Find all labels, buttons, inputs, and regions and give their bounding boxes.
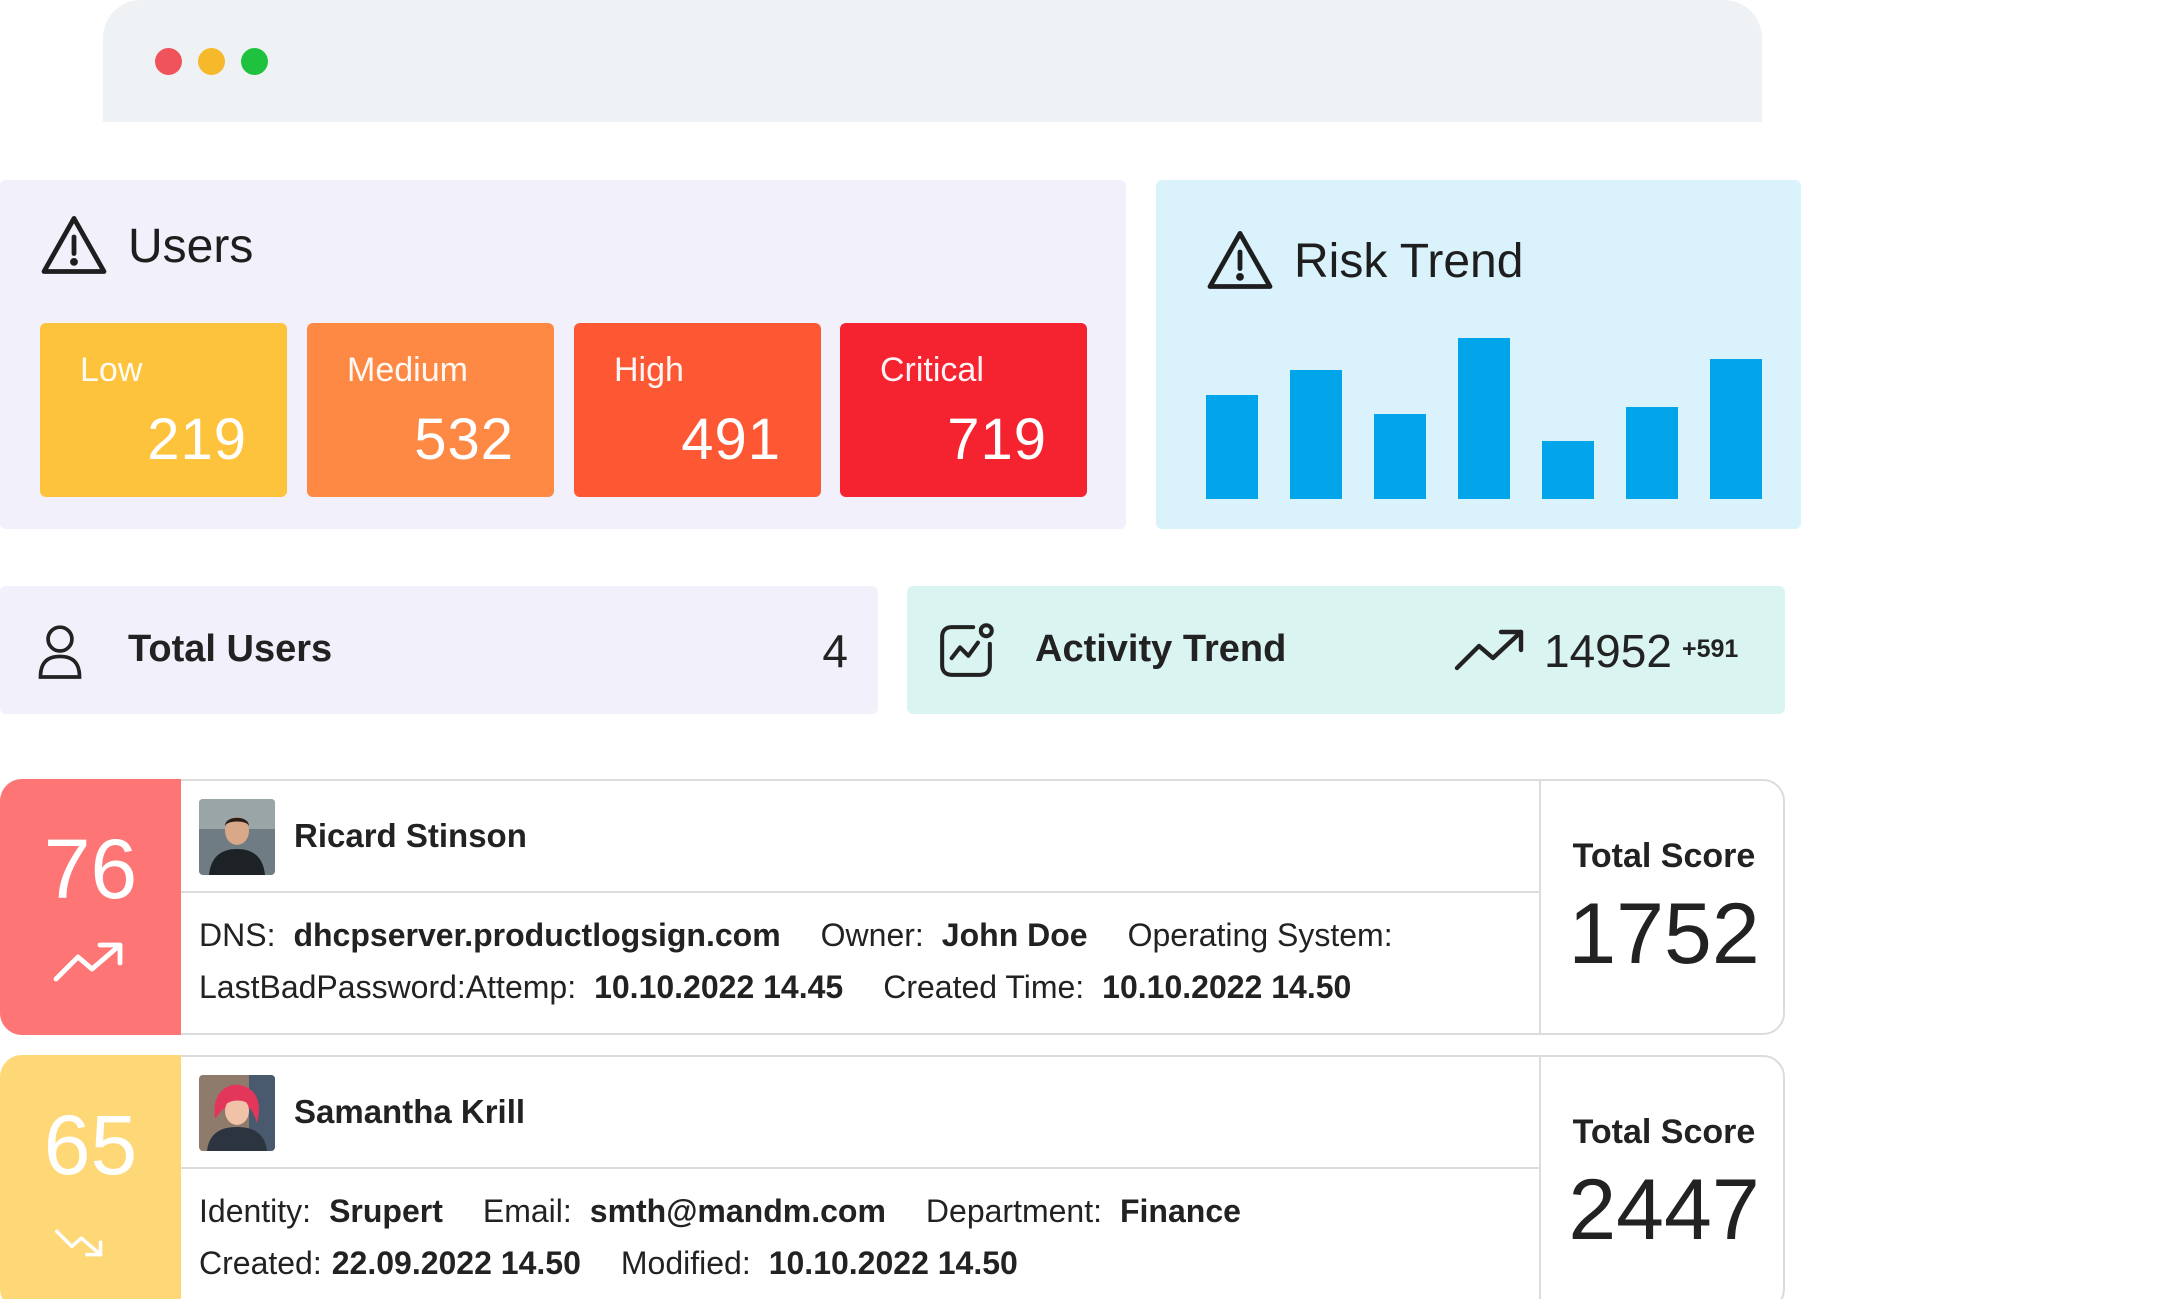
detail-value: 10.10.2022 14.45 (594, 969, 844, 1005)
risk-trend-bar (1458, 338, 1510, 499)
risk-score-value: 76 (43, 822, 138, 916)
avatar (199, 1075, 275, 1151)
detail-value: smth@mandm.com (589, 1193, 886, 1229)
minimize-icon[interactable] (198, 48, 225, 75)
detail-value: 10.10.2022 14.50 (1102, 969, 1352, 1005)
tile-value: 491 (681, 407, 781, 472)
record-name: Ricard Stinson (294, 817, 527, 854)
total-users-label: Total Users (128, 628, 333, 670)
activity-chart-icon (940, 623, 994, 677)
browser-window-bar (103, 0, 1762, 122)
detail-key: Operating System: (1127, 917, 1393, 953)
close-icon[interactable] (155, 48, 182, 75)
risk-trend-title: Risk Trend (1204, 225, 1523, 297)
risk-score-badge: 76 (0, 779, 181, 1035)
users-card: Users Low 219 Medium 532 High 491 Critic… (0, 180, 1126, 529)
tile-label: Low (80, 351, 143, 389)
record-detail-line: Identity: Srupert Email: smth@mandm.com Depa… (199, 1193, 1281, 1230)
risk-trend-bar (1626, 407, 1678, 499)
tile-label: High (614, 351, 684, 389)
tile-label: Medium (347, 351, 468, 389)
detail-value: dhcpserver.productlogsign.com (293, 917, 781, 953)
risk-trend-bar (1206, 395, 1258, 499)
maximize-icon[interactable] (241, 48, 268, 75)
total-score-label: Total Score (1572, 837, 1756, 875)
risk-tile-high[interactable]: High 491 (574, 323, 821, 497)
detail-value: 22.09.2022 14.50 (331, 1245, 581, 1281)
detail-value: Finance (1119, 1193, 1241, 1229)
total-score-panel: Total Score 2447 (1539, 1055, 1785, 1299)
record-name: Samantha Krill (294, 1093, 526, 1130)
detail-key: Created: (199, 1245, 322, 1281)
detail-value: Srupert (329, 1193, 443, 1229)
detail-key: LastBadPassword:Attemp: (199, 969, 577, 1005)
detail-key: DNS: (199, 917, 276, 953)
total-score-value: 2447 (1568, 1162, 1760, 1258)
risk-trend-bar (1374, 414, 1426, 499)
risk-trend-chart (1206, 335, 1766, 499)
tile-value: 719 (947, 407, 1047, 472)
activity-trend-card[interactable]: Activity Trend 14952 +591 (907, 586, 1785, 714)
avatar (199, 799, 275, 875)
detail-key: Created Time: (883, 969, 1085, 1005)
record-detail-line: DNS: dhcpserver.productlogsign.com Owner: J… (199, 917, 1451, 954)
detail-key: Owner: (820, 917, 924, 953)
trending-down-icon (54, 1229, 103, 1257)
divider (181, 1167, 1541, 1169)
trending-up-icon (53, 942, 123, 982)
trending-up-icon (1454, 629, 1524, 671)
detail-key: Email: (482, 1193, 572, 1229)
activity-trend-delta: +591 (1682, 635, 1739, 663)
risk-trend-bar (1710, 359, 1762, 499)
risk-score-badge: 65 (0, 1055, 181, 1299)
divider (181, 891, 1541, 893)
risk-trend-card: Risk Trend (1156, 180, 1801, 529)
user-record-card[interactable]: 76 Ricard Stinson DNS: dhcpserver.product… (0, 779, 1785, 1035)
detail-key: Modified: (620, 1245, 751, 1281)
risk-score-value: 65 (43, 1098, 138, 1192)
tile-value: 219 (147, 407, 247, 472)
warning-icon (1207, 231, 1273, 289)
risk-trend-title-text: Risk Trend (1294, 234, 1524, 288)
warning-icon (41, 216, 107, 274)
total-score-panel: Total Score 1752 (1539, 779, 1785, 1035)
user-record-card[interactable]: 65 Samantha Krill Identity: Srupert Email:… (0, 1055, 1785, 1299)
record-details: Samantha Krill Identity: Srupert Email: smt… (181, 1055, 1541, 1299)
record-detail-line: LastBadPassword:Attemp: 10.10.2022 14.45 C… (199, 969, 1391, 1006)
user-icon (38, 625, 82, 679)
risk-trend-bar (1542, 441, 1594, 499)
risk-tile-low[interactable]: Low 219 (40, 323, 287, 497)
detail-value: John Doe (941, 917, 1088, 953)
risk-tile-medium[interactable]: Medium 532 (307, 323, 554, 497)
tile-label: Critical (880, 351, 984, 389)
users-card-title: Users (38, 210, 253, 282)
users-title-text: Users (128, 219, 254, 273)
detail-key: Department: (925, 1193, 1102, 1229)
total-score-value: 1752 (1568, 886, 1760, 982)
activity-trend-label: Activity Trend (1035, 628, 1287, 670)
record-detail-line: Created: 22.09.2022 14.50 Modified: 10.10.2… (199, 1245, 1058, 1282)
activity-trend-value: 14952 (1544, 625, 1672, 677)
risk-trend-bar (1290, 370, 1342, 499)
record-details: Ricard Stinson DNS: dhcpserver.productlog… (181, 779, 1541, 1035)
tile-value: 532 (414, 407, 514, 472)
total-users-value: 4 (822, 625, 848, 677)
total-users-card[interactable]: Total Users 4 (0, 586, 878, 714)
detail-value: 10.10.2022 14.50 (768, 1245, 1018, 1281)
detail-key: Identity: (199, 1193, 312, 1229)
risk-tile-critical[interactable]: Critical 719 (840, 323, 1087, 497)
total-score-label: Total Score (1572, 1113, 1756, 1151)
